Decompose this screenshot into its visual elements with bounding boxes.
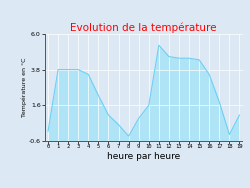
X-axis label: heure par heure: heure par heure <box>107 152 180 161</box>
Y-axis label: Température en °C: Température en °C <box>22 58 28 117</box>
Title: Evolution de la température: Evolution de la température <box>70 23 217 33</box>
